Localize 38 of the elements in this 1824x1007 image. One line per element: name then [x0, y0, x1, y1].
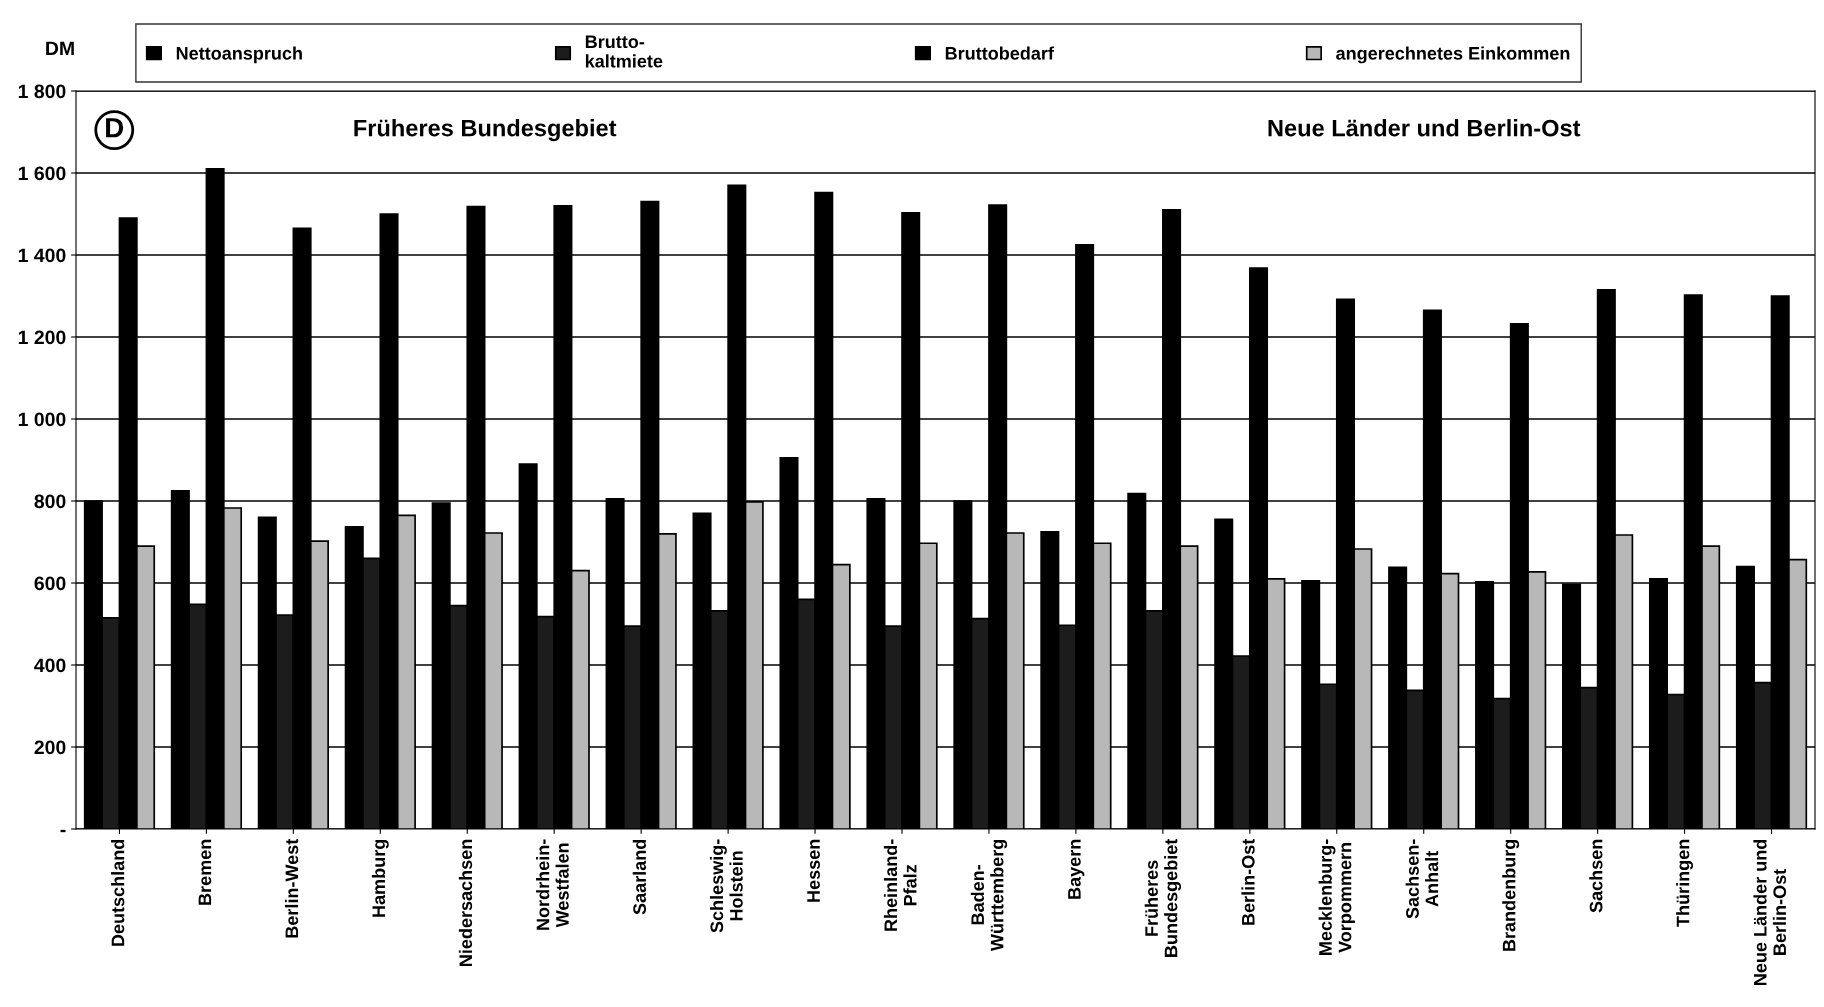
x-tick-label: Hessen	[807, 839, 820, 902]
y-tick-label: 800	[34, 494, 66, 509]
x-tick-label: Brandenburg	[1502, 839, 1520, 951]
legend-label: angerechnetes Einkommen	[1336, 46, 1570, 64]
x-tick-label: Bayern	[1068, 839, 1085, 899]
y-tick-label: 1 200	[18, 330, 66, 345]
y-tick-label: 1 600	[18, 166, 66, 181]
x-tick-label: Sachsen	[1589, 839, 1603, 913]
annotation: D	[106, 118, 124, 138]
y-tick-label: 200	[34, 740, 66, 755]
y-tick-label: 1 800	[18, 84, 66, 99]
x-tick-label: Sachsen- Anhalt	[1405, 839, 1439, 919]
x-tick-label: Baden- Württemberg	[970, 839, 1008, 952]
x-tick-label: Niedersachsen	[458, 839, 473, 966]
x-tick-label: Bremen	[198, 839, 212, 905]
x-tick-label: Deutschland	[111, 839, 125, 946]
x-tick-label: Hamburg	[371, 839, 389, 917]
x-tick-label: Früheres Bundesgebiet	[1144, 838, 1182, 957]
x-tick-label: Nordrhein- Westfalen	[536, 839, 569, 930]
legend-label: Brutto- kaltmiete	[585, 35, 663, 68]
x-tick-label: Neue Länder und Berlin-Ost	[1753, 839, 1787, 985]
legend-label: Bruttobedarf	[945, 46, 1054, 60]
x-tick-label: Berlin-Ost	[1241, 838, 1255, 925]
x-tick-label: Mecklenburg- Vorpommern	[1318, 839, 1355, 955]
x-tick-label: Thüringen	[1676, 839, 1694, 927]
annotation: Neue Länder und Berlin-Ost	[1268, 119, 1581, 137]
y-tick-label: 1 000	[18, 412, 66, 427]
x-tick-label: Berlin-West	[284, 838, 299, 938]
legend-label: Nettoanspruch	[176, 46, 302, 64]
y-tick-label: 400	[34, 658, 66, 673]
y-axis-title: DM	[46, 41, 74, 56]
annotation: Früheres Bundesgebiet	[354, 119, 617, 142]
y-tick-label: 1 400	[18, 248, 66, 263]
x-tick-label: Rheinland- Pfalz	[883, 839, 917, 931]
y-tick-label: -	[60, 829, 66, 833]
x-tick-label: Saarland	[632, 839, 647, 915]
y-tick-label: 600	[34, 576, 66, 591]
x-tick-label: Schleswig- Holstein	[709, 839, 743, 933]
